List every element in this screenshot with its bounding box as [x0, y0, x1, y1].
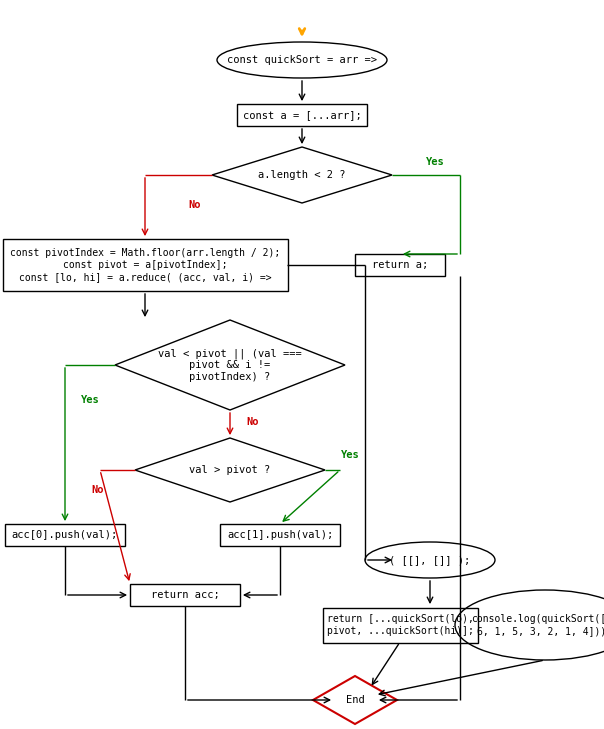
- Text: return a;: return a;: [372, 260, 428, 270]
- Text: const a = [...arr];: const a = [...arr];: [243, 110, 361, 120]
- Bar: [323, 607, 478, 642]
- Bar: [130, 584, 240, 606]
- Text: No: No: [247, 417, 259, 427]
- Text: console.log(quickSort([1,
6, 1, 5, 3, 2, 1, 4]));: console.log(quickSort([1, 6, 1, 5, 3, 2,…: [472, 615, 604, 636]
- Text: a.length < 2 ?: a.length < 2 ?: [259, 170, 345, 180]
- Text: No: No: [92, 485, 104, 495]
- Bar: [5, 524, 125, 546]
- Bar: [2, 239, 288, 291]
- Text: No: No: [188, 200, 201, 210]
- Text: const pivotIndex = Math.floor(arr.length / 2);
const pivot = a[pivotIndex];
cons: const pivotIndex = Math.floor(arr.length…: [10, 249, 280, 281]
- Text: acc[0].push(val);: acc[0].push(val);: [12, 530, 118, 540]
- Text: const quickSort = arr =>: const quickSort = arr =>: [227, 55, 377, 65]
- Text: End: End: [345, 695, 364, 705]
- Text: Yes: Yes: [341, 450, 359, 460]
- Text: Yes: Yes: [80, 395, 100, 405]
- Bar: [355, 254, 445, 276]
- Bar: [220, 524, 340, 546]
- Text: return [...quickSort(lo),
pivot, ...quickSort(hi)];: return [...quickSort(lo), pivot, ...quic…: [327, 615, 474, 636]
- Text: Yes: Yes: [426, 157, 445, 167]
- Bar: [237, 104, 367, 126]
- Text: acc[1].push(val);: acc[1].push(val);: [227, 530, 333, 540]
- Text: return acc;: return acc;: [150, 590, 219, 600]
- Text: ( [[], []] );: ( [[], []] );: [390, 555, 471, 565]
- Text: val < pivot || (val ===
pivot && i !=
pivotIndex) ?: val < pivot || (val === pivot && i != pi…: [158, 348, 302, 382]
- Text: val > pivot ?: val > pivot ?: [190, 465, 271, 475]
